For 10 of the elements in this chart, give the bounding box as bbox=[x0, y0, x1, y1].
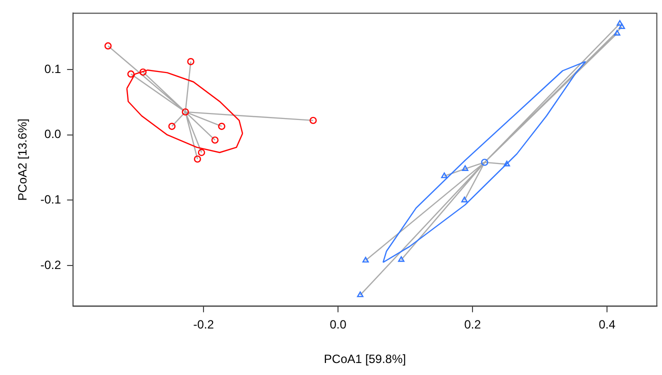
x-tick-label: 0.0 bbox=[330, 318, 347, 332]
x-tick-label: 0.2 bbox=[464, 318, 482, 332]
y-tick-label: -0.1 bbox=[40, 192, 62, 207]
y-tick-label: 0.0 bbox=[44, 127, 62, 142]
y-tick-label: 0.1 bbox=[44, 62, 62, 76]
y-tick-label: -0.2 bbox=[40, 258, 62, 272]
x-tick-label: -0.2 bbox=[193, 318, 214, 332]
y-axis-title: PCoA2 [13.6%] bbox=[16, 118, 30, 201]
x-axis-title: PCoA1 [59.8%] bbox=[324, 352, 406, 366]
x-tick-label: 0.4 bbox=[598, 318, 616, 332]
